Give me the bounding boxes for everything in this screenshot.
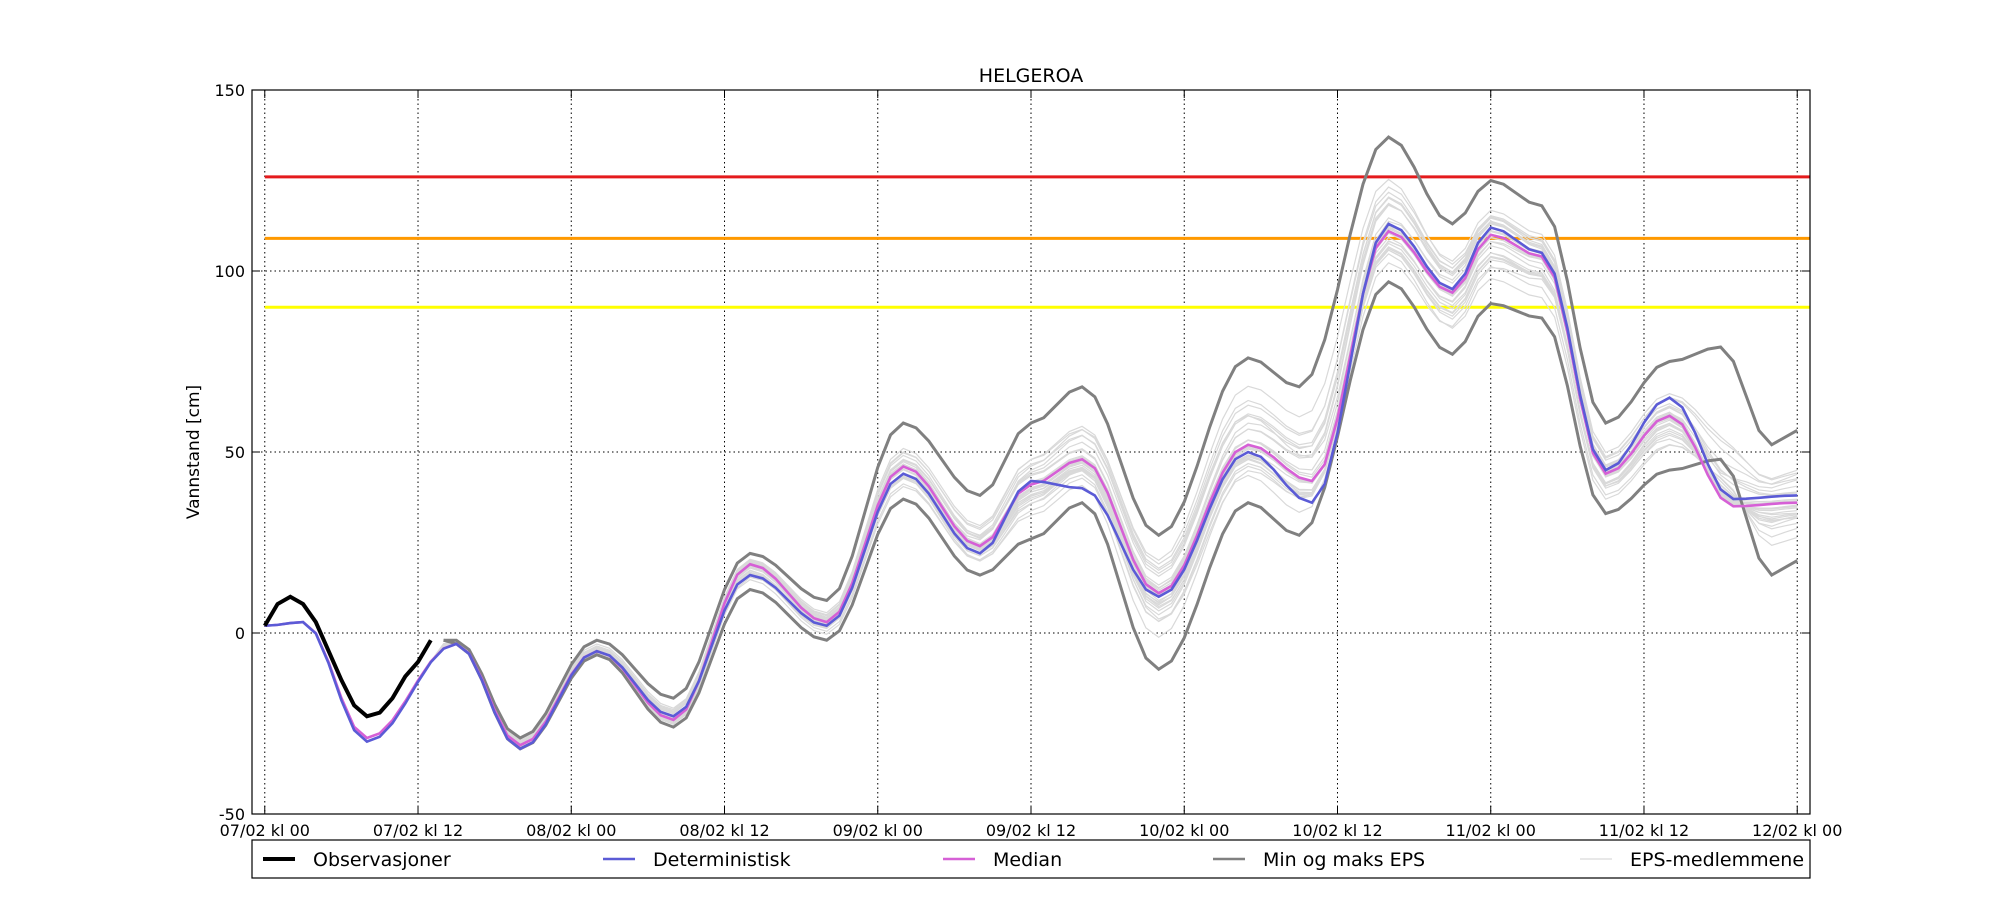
x-tick-label: 08/02 kl 12 xyxy=(679,821,769,840)
median-line xyxy=(264,229,1798,747)
deterministic-line xyxy=(264,222,1798,751)
x-tick-label: 07/02 kl 12 xyxy=(373,821,463,840)
eps-member-line xyxy=(264,196,1798,744)
legend-label: EPS-medlemmene xyxy=(1630,849,1804,871)
y-tick-label: 0 xyxy=(235,624,245,643)
x-axis-ticks: 07/02 kl 00 07/02 kl 12 08/02 kl 00 08/02 k… xyxy=(220,90,1842,840)
legend-label: Observasjoner xyxy=(313,849,451,871)
y-tick-label: -50 xyxy=(219,805,245,824)
legend: Observasjoner Deterministisk Median Min og … xyxy=(251,839,1811,879)
x-tick-label: 12/02 kl 00 xyxy=(1752,821,1842,840)
chart-title: HELGEROA xyxy=(979,65,1083,87)
observations-line xyxy=(263,594,433,719)
legend-label: Median xyxy=(993,849,1062,871)
y-axis-label: Vannstand [cm] xyxy=(184,385,204,519)
x-tick-label: 07/02 kl 00 xyxy=(220,821,310,840)
threshold-lines xyxy=(264,175,1810,309)
eps-min-max-group xyxy=(443,135,1798,751)
y-axis-ticks: 150 100 50 0 -50 xyxy=(214,81,1810,824)
x-tick-label: 10/02 kl 00 xyxy=(1139,821,1229,840)
legend-label: Min og maks EPS xyxy=(1263,849,1425,871)
main-series-group xyxy=(263,222,1798,751)
y-tick-label: 50 xyxy=(225,443,245,462)
legend-label: Deterministisk xyxy=(653,849,791,871)
x-tick-label: 09/02 kl 00 xyxy=(833,821,923,840)
eps-member-line xyxy=(264,178,1798,742)
legend-box xyxy=(251,839,1811,879)
x-tick-label: 10/02 kl 12 xyxy=(1292,821,1382,840)
grid-lines xyxy=(252,90,1810,814)
x-tick-label: 09/02 kl 12 xyxy=(986,821,1076,840)
x-tick-label: 08/02 kl 00 xyxy=(526,821,616,840)
eps-max-line xyxy=(443,135,1798,740)
eps-min-line xyxy=(443,280,1798,751)
x-tick-label: 11/02 kl 00 xyxy=(1446,821,1536,840)
y-tick-label: 100 xyxy=(214,262,245,281)
y-tick-label: 150 xyxy=(214,81,245,100)
x-tick-label: 11/02 kl 12 xyxy=(1599,821,1689,840)
